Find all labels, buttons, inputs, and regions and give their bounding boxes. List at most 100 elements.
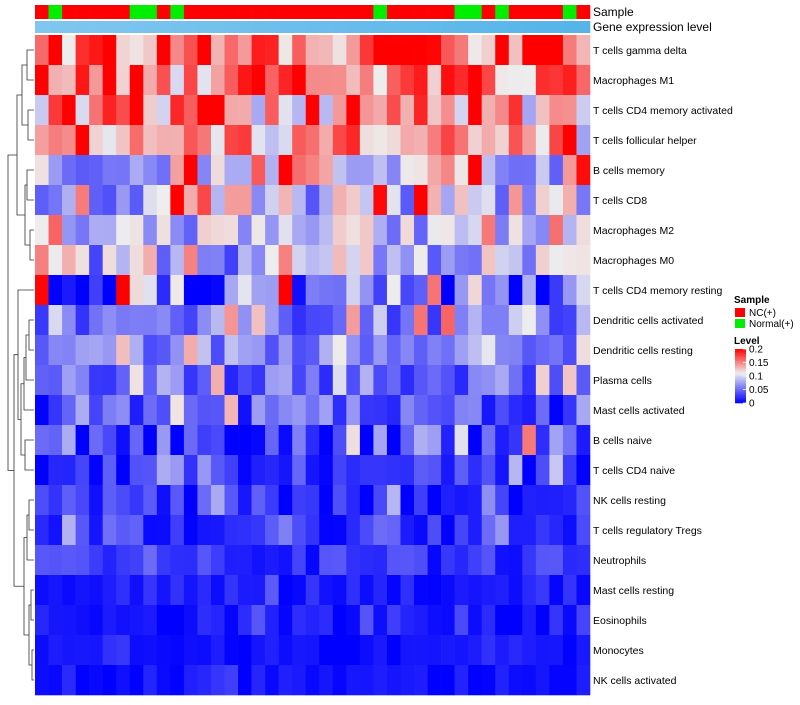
heatmap-cell: [292, 635, 307, 666]
heatmap-cell: [35, 635, 49, 666]
heatmap-cell: [481, 455, 496, 486]
sample-annotation-cell: [414, 5, 428, 19]
heatmap-cell: [116, 365, 131, 396]
heatmap-cell: [427, 95, 442, 126]
heatmap-cell: [305, 305, 320, 336]
heatmap-cell: [508, 455, 523, 486]
heatmap-cell: [224, 515, 239, 546]
heatmap-cell: [481, 305, 496, 336]
heatmap-cell: [576, 515, 591, 546]
legend-gradient-step: [735, 384, 746, 386]
heatmap-cell: [251, 395, 266, 426]
heatmap-cell: [332, 515, 347, 546]
heatmap-cell: [75, 215, 90, 246]
expression-annotation-cell: [414, 21, 428, 33]
heatmap-cell: [522, 635, 537, 666]
heatmap-cell: [305, 275, 320, 306]
heatmap-cell: [116, 95, 131, 126]
heatmap-cell: [427, 185, 442, 216]
legend-gradient-step: [735, 390, 746, 393]
heatmap-cell: [549, 425, 564, 456]
heatmap-cell: [48, 65, 63, 96]
legend-sample-title: Sample: [734, 295, 770, 306]
heatmap-cell: [454, 65, 469, 96]
heatmap-cell: [170, 395, 185, 426]
legend-tick-label: 0.1: [749, 372, 763, 383]
heatmap-cell: [535, 485, 550, 516]
heatmap-cell: [48, 515, 63, 546]
heatmap-cell: [265, 275, 279, 306]
dendrogram-branch: [13, 354, 24, 587]
heatmap-cell: [210, 365, 225, 396]
heatmap-cell: [238, 455, 252, 486]
sample-annotation-cell: [265, 5, 279, 19]
heatmap-cell: [129, 305, 144, 336]
heatmap-cell: [265, 305, 279, 336]
heatmap-cell: [495, 365, 510, 396]
sample-annotation-cell: [441, 5, 455, 19]
heatmap-cell: [400, 635, 415, 666]
heatmap-cell: [292, 125, 307, 156]
sample-annotation-cell: [386, 5, 401, 19]
heatmap-cell: [197, 455, 212, 486]
heatmap-cell: [319, 125, 334, 156]
heatmap-cell: [549, 395, 564, 426]
heatmap-cell: [89, 155, 103, 186]
heatmap-cell: [319, 35, 334, 66]
heatmap-cell: [210, 35, 225, 66]
heatmap-cell: [143, 245, 158, 276]
heatmap-cell: [508, 185, 523, 216]
heatmap-cell: [116, 485, 131, 516]
heatmap-cell: [332, 185, 347, 216]
heatmap-cell: [265, 545, 279, 576]
heatmap-cell: [305, 215, 320, 246]
heatmap-cell: [48, 395, 63, 426]
heatmap-cell: [495, 635, 510, 666]
heatmap-cell: [224, 605, 239, 636]
heatmap-cell: [48, 485, 63, 516]
heatmap-cell: [183, 155, 198, 186]
heatmap-cell: [116, 665, 131, 696]
heatmap-cell: [319, 335, 334, 366]
heatmap-cell: [238, 245, 252, 276]
legend-gradient-step: [735, 362, 746, 365]
heatmap-cell: [562, 215, 577, 246]
heatmap-cell: [278, 185, 293, 216]
expression-annotation-cell: [102, 21, 117, 33]
row-label: Dendritic cells activated: [593, 315, 703, 327]
heatmap-cell: [48, 185, 63, 216]
heatmap-cell: [441, 185, 455, 216]
heatmap-cell: [251, 515, 266, 546]
heatmap-cell: [89, 545, 103, 576]
heatmap-cell: [129, 665, 144, 696]
row-label: Neutrophils: [593, 555, 646, 567]
heatmap-cell: [75, 545, 90, 576]
row-label: Macrophages M0: [593, 255, 674, 267]
dendrogram-branch: [26, 49, 34, 81]
heatmap-cell: [238, 65, 252, 96]
heatmap-cell: [359, 335, 374, 366]
sample-annotation-cell: [183, 5, 198, 19]
heatmap-cell: [373, 275, 388, 306]
heatmap-cell: [197, 365, 212, 396]
heatmap-cells: [35, 35, 591, 696]
dendrogram-branch: [26, 169, 34, 201]
expression-annotation-cell: [210, 21, 225, 33]
heatmap-cell: [156, 515, 171, 546]
heatmap-cell: [170, 425, 185, 456]
heatmap-cell: [89, 665, 103, 696]
heatmap-cell: [278, 605, 293, 636]
heatmap-cell: [522, 425, 537, 456]
heatmap-cell: [48, 575, 63, 606]
heatmap-cell: [427, 545, 442, 576]
expression-annotation-cell: [116, 21, 131, 33]
legend-gradient-step: [735, 369, 746, 371]
heatmap-cell: [156, 155, 171, 186]
heatmap-cell: [210, 425, 225, 456]
heatmap-cell: [468, 185, 483, 216]
legend-gradient-step: [735, 380, 746, 382]
heatmap-cell: [386, 425, 401, 456]
heatmap-cell: [414, 455, 428, 486]
heatmap-cell: [386, 545, 401, 576]
heatmap-cell: [373, 395, 388, 426]
